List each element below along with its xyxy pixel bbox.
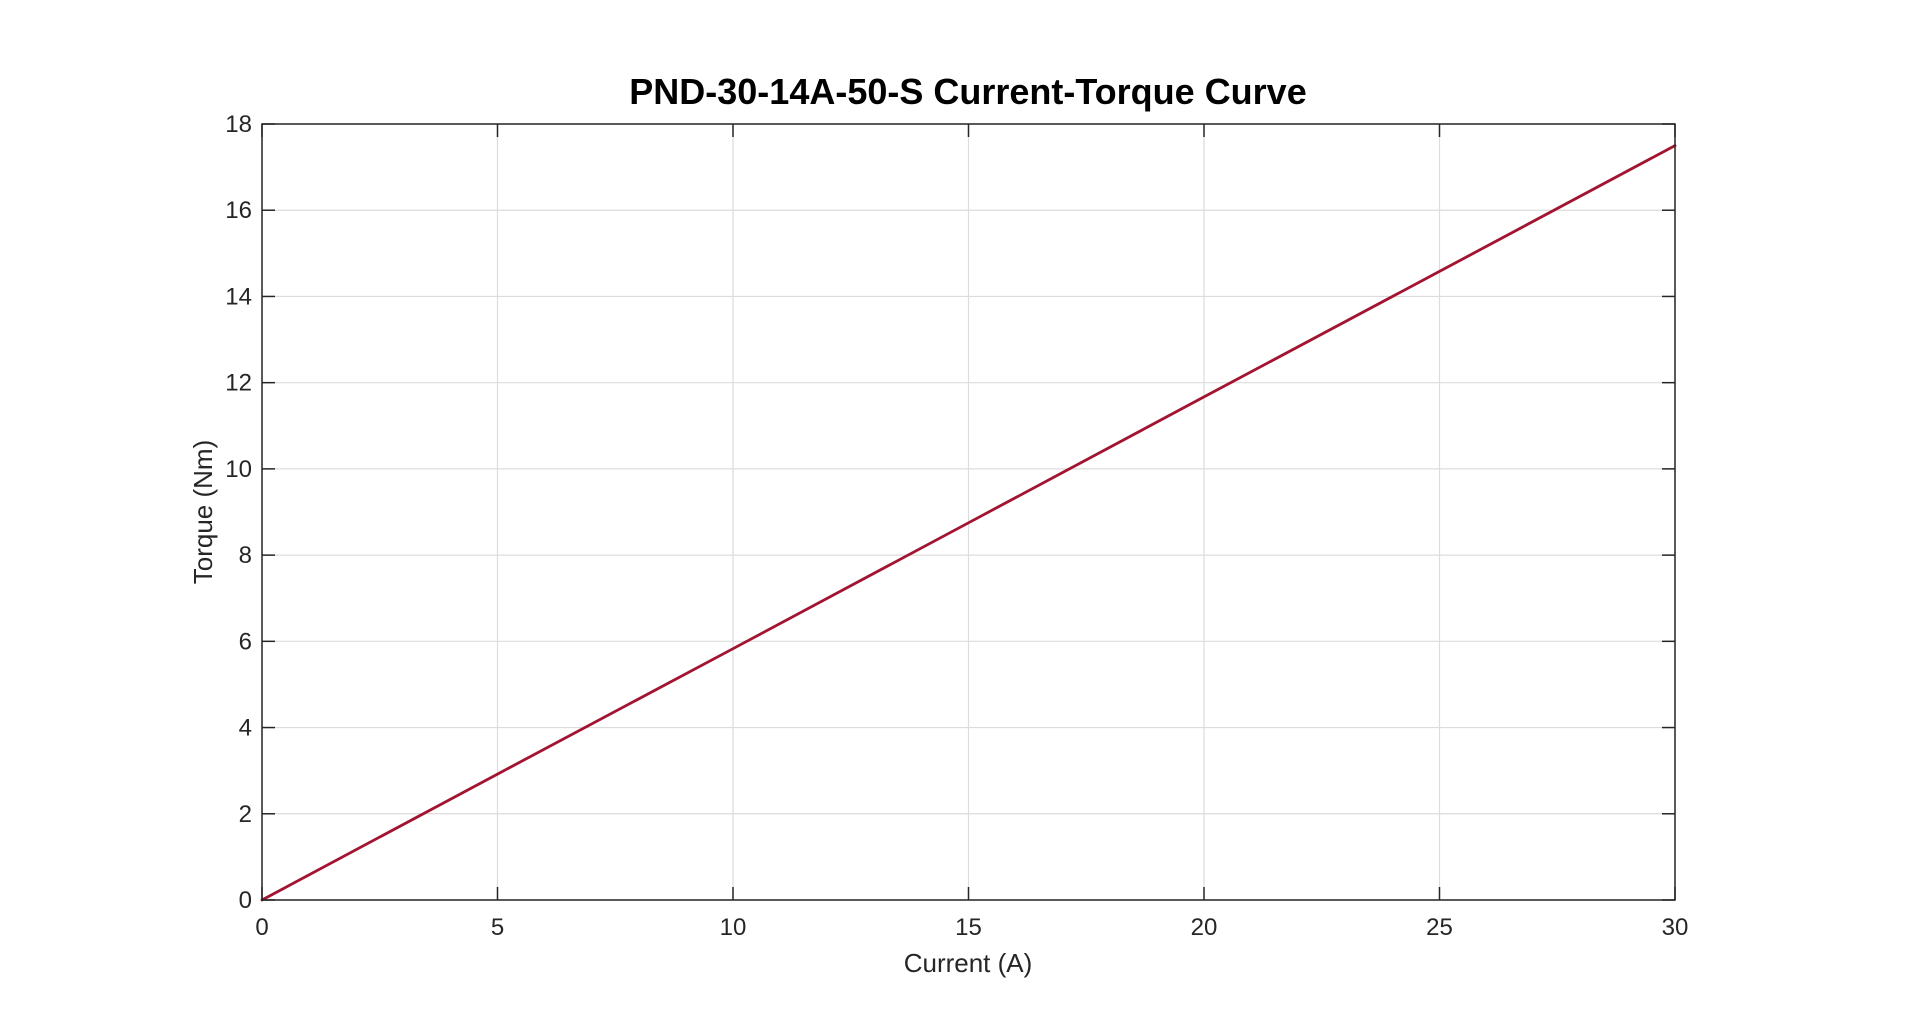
- x-tick-label: 30: [1662, 914, 1689, 941]
- y-axis-title: Torque (Nm): [188, 440, 218, 584]
- y-tick-label: 8: [239, 542, 252, 569]
- series-line-0: [260, 144, 1677, 902]
- x-tick-label: 10: [720, 914, 747, 941]
- x-axis-title: Current (A): [904, 948, 1033, 978]
- y-tick-label: 18: [225, 111, 252, 138]
- x-tick-label: 0: [255, 914, 268, 941]
- chart-title: PND-30-14A-50-S Current-Torque Curve: [629, 71, 1306, 112]
- y-tick-label: 16: [225, 197, 252, 224]
- tick-labels: 0 5 10 15 20 25 30 0 2 4 6 8 10 12 14 16 18: [225, 111, 1688, 941]
- y-tick-label: 6: [239, 628, 252, 655]
- y-tick-label: 10: [225, 456, 252, 483]
- ticks: [261, 123, 1676, 901]
- y-tick-label: 14: [225, 283, 252, 310]
- x-tick-label: 20: [1191, 914, 1218, 941]
- series-layer: [260, 144, 1677, 902]
- y-tick-label: 4: [239, 715, 252, 742]
- y-tick-label: 2: [239, 801, 252, 828]
- y-tick-label: 12: [225, 370, 252, 397]
- x-tick-label: 15: [955, 914, 982, 941]
- x-tick-label: 5: [491, 914, 504, 941]
- y-tick-label: 0: [239, 887, 252, 914]
- x-tick-label: 25: [1426, 914, 1453, 941]
